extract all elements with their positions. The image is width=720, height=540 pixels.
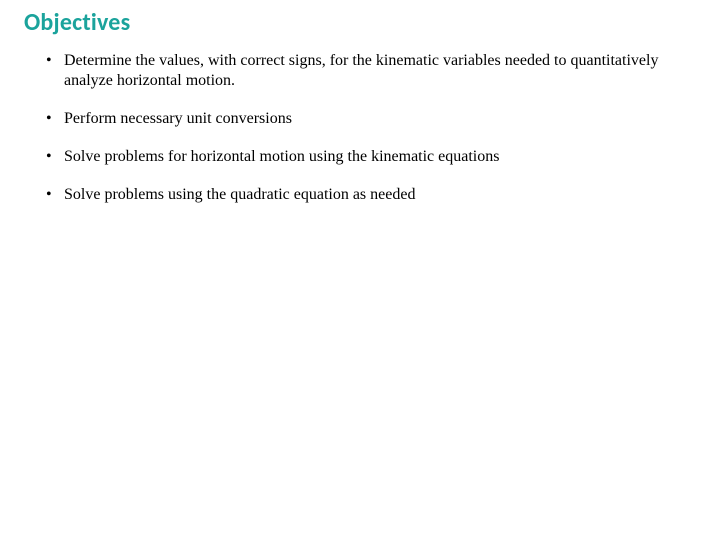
list-item: Solve problems for horizontal motion usi… (46, 147, 688, 167)
list-item: Perform necessary unit conversions (46, 109, 688, 129)
slide: Objectives Determine the values, with co… (0, 0, 720, 540)
list-item: Determine the values, with correct signs… (46, 51, 688, 91)
page-title: Objectives (24, 8, 696, 37)
list-item: Solve problems using the quadratic equat… (46, 185, 688, 205)
objectives-list: Determine the values, with correct signs… (24, 51, 696, 205)
